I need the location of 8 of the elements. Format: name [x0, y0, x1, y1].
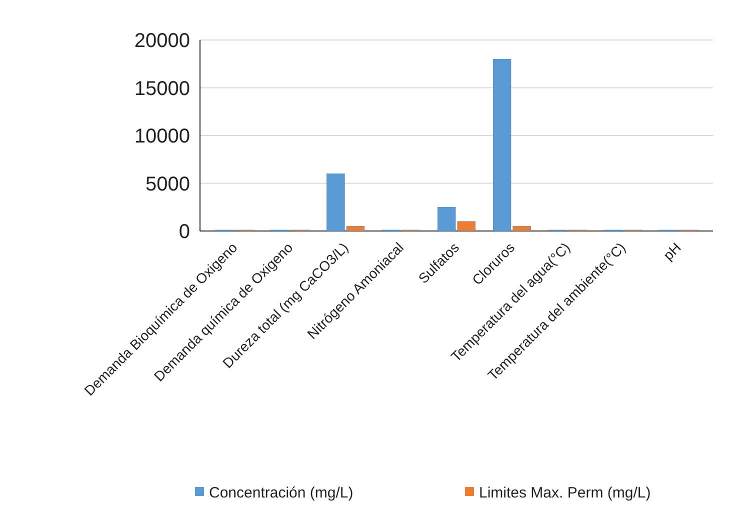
y-tick-label: 0 — [178, 221, 190, 243]
y-tick-label: 5000 — [146, 173, 190, 196]
legend-label: Limites Max. Perm (mg/L) — [479, 484, 651, 502]
y-tick-label: 15000 — [134, 78, 190, 100]
x-tick-label: pH — [660, 239, 684, 264]
y-tick-label: 10000 — [134, 126, 190, 148]
legend-label: Concentración (mg/L) — [209, 484, 354, 502]
y-tick-label: 20000 — [134, 30, 190, 52]
